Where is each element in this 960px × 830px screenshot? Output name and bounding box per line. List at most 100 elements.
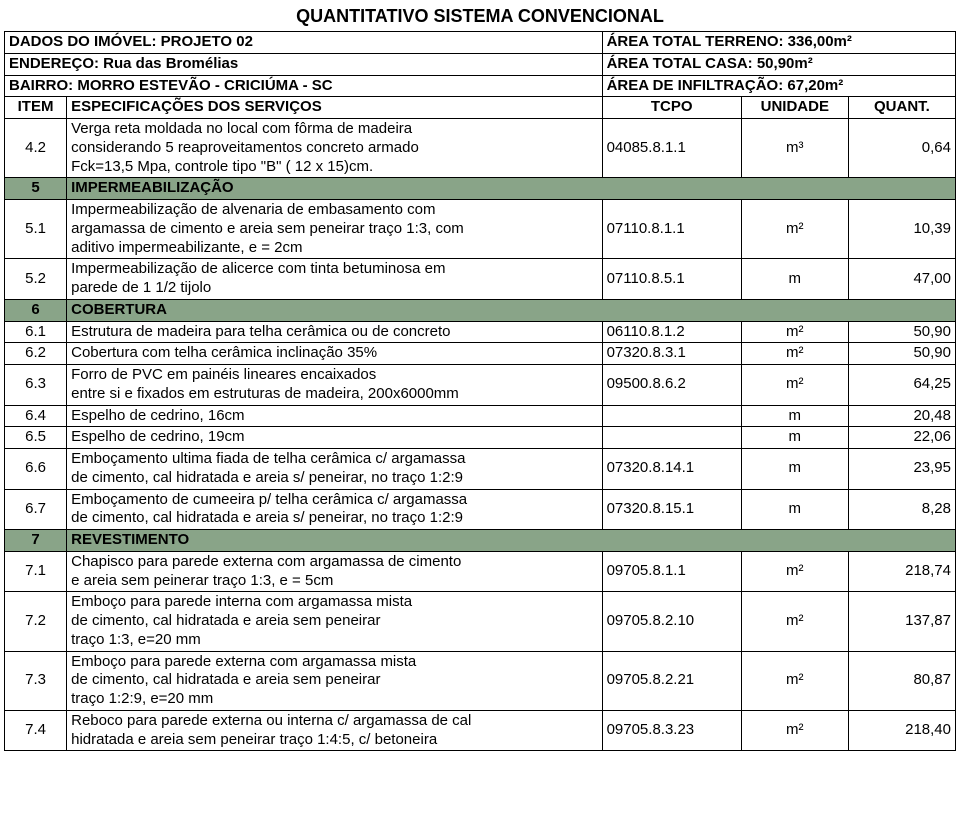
cell-desc: Espelho de cedrino, 16cm (67, 405, 602, 427)
cell-unit: m² (741, 651, 848, 710)
section-row: 5IMPERMEABILIZAÇÃO (5, 178, 956, 200)
cell-desc: Verga reta moldada no local com fôrma de… (67, 119, 602, 178)
cell-tcpo: 07110.8.1.1 (602, 200, 741, 259)
table-row: 5.2Impermeabilização de alicerce com tin… (5, 259, 956, 300)
section-title: IMPERMEABILIZAÇÃO (67, 178, 956, 200)
cell-item: 7.2 (5, 592, 67, 651)
cell-item: 6.3 (5, 365, 67, 406)
cell-item: 6.5 (5, 427, 67, 449)
table-row: 7.3Emboço para parede externa com argama… (5, 651, 956, 710)
cell-tcpo (602, 427, 741, 449)
cell-qty: 23,95 (848, 449, 955, 490)
cell-qty: 0,64 (848, 119, 955, 178)
header-desc: ESPECIFICAÇÕES DOS SERVIÇOS (67, 97, 602, 119)
table-row: 7.2Emboço para parede interna com argama… (5, 592, 956, 651)
cell-item: 6.4 (5, 405, 67, 427)
section-item: 5 (5, 178, 67, 200)
cell-tcpo (602, 405, 741, 427)
section-row: 7REVESTIMENTO (5, 530, 956, 552)
table-row: 6.5Espelho de cedrino, 19cm m22,06 (5, 427, 956, 449)
cell-desc: Emboçamento ultima fiada de telha cerâmi… (67, 449, 602, 490)
header-tcpo: TCPO (602, 97, 741, 119)
cell-qty: 64,25 (848, 365, 955, 406)
cell-item: 6.7 (5, 489, 67, 530)
cell-desc: Impermeabilização de alvenaria de embasa… (67, 200, 602, 259)
cell-unit: m² (741, 200, 848, 259)
cell-item: 7.3 (5, 651, 67, 710)
cell-item: 6.6 (5, 449, 67, 490)
cell-item: 5.2 (5, 259, 67, 300)
cell-item: 6.1 (5, 321, 67, 343)
cell-tcpo: 09705.8.2.10 (602, 592, 741, 651)
table-row: 6.6Emboçamento ultima fiada de telha cer… (5, 449, 956, 490)
cell-qty: 22,06 (848, 427, 955, 449)
table-row: 7.1Chapisco para parede externa com arga… (5, 551, 956, 592)
cell-qty: 8,28 (848, 489, 955, 530)
cell-qty: 47,00 (848, 259, 955, 300)
cell-qty: 137,87 (848, 592, 955, 651)
table-header-row: ITEMESPECIFICAÇÕES DOS SERVIÇOSTCPOUNIDA… (5, 97, 956, 119)
cell-tcpo: 09705.8.3.23 (602, 710, 741, 751)
info-left: BAIRRO: MORRO ESTEVÃO - CRICIÚMA - SC (5, 75, 603, 97)
cell-qty: 50,90 (848, 321, 955, 343)
cell-item: 4.2 (5, 119, 67, 178)
cell-tcpo: 06110.8.1.2 (602, 321, 741, 343)
cell-item: 5.1 (5, 200, 67, 259)
cell-qty: 50,90 (848, 343, 955, 365)
info-right: ÁREA DE INFILTRAÇÃO: 67,20m² (602, 75, 955, 97)
cell-desc: Chapisco para parede externa com argamas… (67, 551, 602, 592)
cell-desc: Espelho de cedrino, 19cm (67, 427, 602, 449)
cell-tcpo: 07320.8.3.1 (602, 343, 741, 365)
section-item: 7 (5, 530, 67, 552)
table-row: 6.1Estrutura de madeira para telha cerâm… (5, 321, 956, 343)
table-row: 6.2Cobertura com telha cerâmica inclinaç… (5, 343, 956, 365)
cell-unit: m (741, 489, 848, 530)
table-row: 7.4Reboco para parede externa ou interna… (5, 710, 956, 751)
cell-tcpo: 04085.8.1.1 (602, 119, 741, 178)
cell-tcpo: 07320.8.15.1 (602, 489, 741, 530)
info-row: DADOS DO IMÓVEL: PROJETO 02ÁREA TOTAL TE… (5, 32, 956, 54)
info-row: ENDEREÇO: Rua das BroméliasÁREA TOTAL CA… (5, 53, 956, 75)
cell-tcpo: 09500.8.6.2 (602, 365, 741, 406)
cell-unit: m² (741, 592, 848, 651)
info-right: ÁREA TOTAL CASA: 50,90m² (602, 53, 955, 75)
cell-unit: m (741, 427, 848, 449)
cell-item: 7.1 (5, 551, 67, 592)
cell-unit: m (741, 449, 848, 490)
info-left: ENDEREÇO: Rua das Bromélias (5, 53, 603, 75)
table-row: 6.3Forro de PVC em painéis lineares enca… (5, 365, 956, 406)
document-title: QUANTITATIVO SISTEMA CONVENCIONAL (4, 4, 956, 31)
cell-unit: m (741, 405, 848, 427)
cell-desc: Estrutura de madeira para telha cerâmica… (67, 321, 602, 343)
cell-qty: 20,48 (848, 405, 955, 427)
cell-unit: m² (741, 343, 848, 365)
header-qty: QUANT. (848, 97, 955, 119)
quantitative-table: DADOS DO IMÓVEL: PROJETO 02ÁREA TOTAL TE… (4, 31, 956, 751)
table-row: 6.4Espelho de cedrino, 16cm m20,48 (5, 405, 956, 427)
table-row: 5.1Impermeabilização de alvenaria de emb… (5, 200, 956, 259)
section-title: COBERTURA (67, 299, 956, 321)
cell-unit: m³ (741, 119, 848, 178)
cell-desc: Reboco para parede externa ou interna c/… (67, 710, 602, 751)
section-title: REVESTIMENTO (67, 530, 956, 552)
section-item: 6 (5, 299, 67, 321)
cell-unit: m² (741, 551, 848, 592)
cell-item: 6.2 (5, 343, 67, 365)
cell-desc: Emboço para parede externa com argamassa… (67, 651, 602, 710)
cell-unit: m² (741, 365, 848, 406)
cell-unit: m² (741, 710, 848, 751)
cell-tcpo: 07320.8.14.1 (602, 449, 741, 490)
cell-desc: Forro de PVC em painéis lineares encaixa… (67, 365, 602, 406)
cell-desc: Impermeabilização de alicerce com tinta … (67, 259, 602, 300)
cell-tcpo: 07110.8.5.1 (602, 259, 741, 300)
info-right: ÁREA TOTAL TERRENO: 336,00m² (602, 32, 955, 54)
info-row: BAIRRO: MORRO ESTEVÃO - CRICIÚMA - SCÁRE… (5, 75, 956, 97)
table-row: 4.2Verga reta moldada no local com fôrma… (5, 119, 956, 178)
cell-unit: m (741, 259, 848, 300)
cell-tcpo: 09705.8.1.1 (602, 551, 741, 592)
cell-desc: Emboço para parede interna com argamassa… (67, 592, 602, 651)
cell-desc: Emboçamento de cumeeira p/ telha cerâmic… (67, 489, 602, 530)
info-left: DADOS DO IMÓVEL: PROJETO 02 (5, 32, 603, 54)
cell-item: 7.4 (5, 710, 67, 751)
cell-qty: 10,39 (848, 200, 955, 259)
